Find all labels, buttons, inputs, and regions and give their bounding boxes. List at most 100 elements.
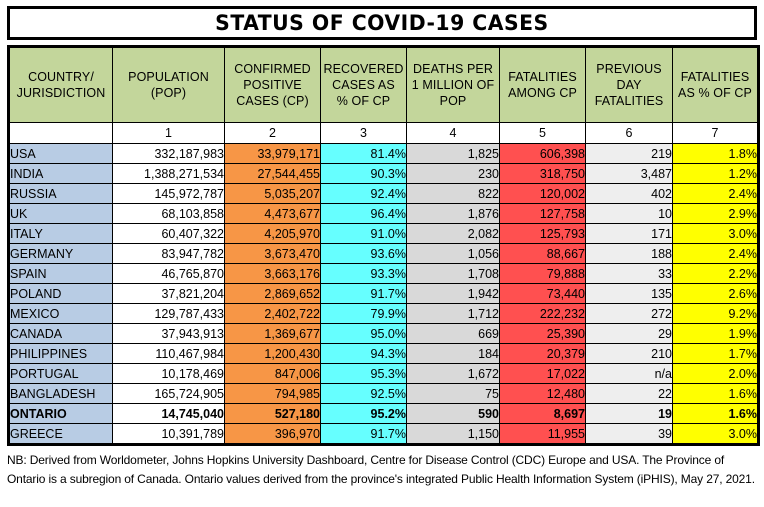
cell-previous-day-fatalities: 402 xyxy=(585,183,673,204)
cell-population: 1,388,271,534 xyxy=(112,163,225,184)
cell-recovered-pct: 79.9% xyxy=(320,303,407,324)
cell-previous-day-fatalities: 22 xyxy=(585,383,673,404)
cell-previous-day-fatalities: 33 xyxy=(585,263,673,284)
cell-fatalities-pct: 3.0% xyxy=(672,223,759,244)
column-header-population: POPULATION (POP) xyxy=(112,46,225,123)
table-row: ONTARIO 14,745,040 527,180 95.2% 590 8,697 19 1… xyxy=(8,403,759,424)
cell-previous-day-fatalities: 210 xyxy=(585,343,673,364)
table-row: INDIA 1,388,271,534 27,544,455 90.3% 230 318,… xyxy=(8,163,759,184)
header-line: % OF CP xyxy=(336,94,391,108)
cell-population: 60,407,322 xyxy=(112,223,225,244)
column-number-cell: 6 xyxy=(585,122,673,144)
cell-confirmed-positive-cases: 2,869,652 xyxy=(224,283,321,304)
cell-fatalities: 79,888 xyxy=(499,263,586,284)
cell-population: 37,821,204 xyxy=(112,283,225,304)
cell-deaths-per-million: 75 xyxy=(406,383,500,404)
column-header-previous-day: PREVIOUS DAY FATALITIES xyxy=(585,46,673,123)
cell-fatalities-pct: 3.0% xyxy=(672,423,759,445)
cell-confirmed-positive-cases: 3,663,176 xyxy=(224,263,321,284)
cell-previous-day-fatalities: 10 xyxy=(585,203,673,224)
cell-previous-day-fatalities: 272 xyxy=(585,303,673,324)
cell-population: 110,467,984 xyxy=(112,343,225,364)
table-head: COUNTRY/ JURISDICTION POPULATION (POP) C… xyxy=(8,46,759,144)
cell-recovered-pct: 81.4% xyxy=(320,143,407,164)
cell-country: ONTARIO xyxy=(8,403,113,424)
table-row: MEXICO 129,787,433 2,402,722 79.9% 1,712 222,… xyxy=(8,303,759,324)
cell-population: 68,103,858 xyxy=(112,203,225,224)
table-row: UK 68,103,858 4,473,677 96.4% 1,876 127,758 10… xyxy=(8,203,759,224)
cell-recovered-pct: 92.5% xyxy=(320,383,407,404)
cell-recovered-pct: 95.2% xyxy=(320,403,407,424)
cell-fatalities-pct: 2.4% xyxy=(672,183,759,204)
cell-population: 14,745,040 xyxy=(112,403,225,424)
cell-fatalities: 12,480 xyxy=(499,383,586,404)
page-title: STATUS OF COVID-19 CASES xyxy=(215,11,549,35)
cell-confirmed-positive-cases: 5,035,207 xyxy=(224,183,321,204)
cell-recovered-pct: 91.7% xyxy=(320,283,407,304)
table-row: GREECE 10,391,789 396,970 91.7% 1,150 11,955 3… xyxy=(8,423,759,445)
header-line: FATALITIES xyxy=(680,70,750,84)
cell-population: 10,391,789 xyxy=(112,423,225,445)
header-line: PREVIOUS xyxy=(596,62,662,76)
header-line: AS % OF CP xyxy=(678,86,752,100)
cell-fatalities: 127,758 xyxy=(499,203,586,224)
cell-confirmed-positive-cases: 2,402,722 xyxy=(224,303,321,324)
table-row: GERMANY 83,947,782 3,673,470 93.6% 1,056 88,6… xyxy=(8,243,759,264)
cell-recovered-pct: 91.0% xyxy=(320,223,407,244)
cell-deaths-per-million: 1,708 xyxy=(406,263,500,284)
cell-population: 145,972,787 xyxy=(112,183,225,204)
column-number-cell: 7 xyxy=(672,122,759,144)
cell-confirmed-positive-cases: 4,473,677 xyxy=(224,203,321,224)
cell-fatalities: 73,440 xyxy=(499,283,586,304)
cell-recovered-pct: 94.3% xyxy=(320,343,407,364)
cell-fatalities: 11,955 xyxy=(499,423,586,445)
cell-recovered-pct: 91.7% xyxy=(320,423,407,445)
column-header-recovered: RECOVERED CASES AS % OF CP xyxy=(320,46,407,123)
cell-recovered-pct: 95.0% xyxy=(320,323,407,344)
table-row: CANADA 37,943,913 1,369,677 95.0% 669 25,390 2… xyxy=(8,323,759,344)
cell-deaths-per-million: 1,825 xyxy=(406,143,500,164)
cell-fatalities-pct: 1.6% xyxy=(672,403,759,424)
column-header-confirmed: CONFIRMED POSITIVE CASES (CP) xyxy=(224,46,321,123)
cell-fatalities: 8,697 xyxy=(499,403,586,424)
cell-deaths-per-million: 2,082 xyxy=(406,223,500,244)
cell-population: 129,787,433 xyxy=(112,303,225,324)
cell-deaths-per-million: 590 xyxy=(406,403,500,424)
cell-population: 46,765,870 xyxy=(112,263,225,284)
column-number-cell: 2 xyxy=(224,122,321,144)
cell-population: 37,943,913 xyxy=(112,323,225,344)
header-line: CASES AS xyxy=(332,78,395,92)
column-number-cell xyxy=(8,122,113,144)
table-body: USA 332,187,983 33,979,171 81.4% 1,825 606,39… xyxy=(8,143,759,445)
cell-fatalities: 222,232 xyxy=(499,303,586,324)
cell-fatalities-pct: 2.2% xyxy=(672,263,759,284)
header-row: COUNTRY/ JURISDICTION POPULATION (POP) C… xyxy=(8,46,759,123)
cell-deaths-per-million: 184 xyxy=(406,343,500,364)
cell-recovered-pct: 96.4% xyxy=(320,203,407,224)
cell-country: GERMANY xyxy=(8,243,113,264)
cell-population: 83,947,782 xyxy=(112,243,225,264)
cell-deaths-per-million: 230 xyxy=(406,163,500,184)
column-header-fatalities: FATALITIES AMONG CP xyxy=(499,46,586,123)
header-line: RECOVERED xyxy=(323,62,404,76)
cell-deaths-per-million: 1,150 xyxy=(406,423,500,445)
table-row: RUSSIA 145,972,787 5,035,207 92.4% 822 120,00… xyxy=(8,183,759,204)
cell-fatalities-pct: 1.9% xyxy=(672,323,759,344)
cell-fatalities-pct: 1.8% xyxy=(672,143,759,164)
cell-deaths-per-million: 669 xyxy=(406,323,500,344)
cell-country: UK xyxy=(8,203,113,224)
cell-fatalities: 20,379 xyxy=(499,343,586,364)
cell-recovered-pct: 90.3% xyxy=(320,163,407,184)
column-number-cell: 1 xyxy=(112,122,225,144)
table-row: SPAIN 46,765,870 3,663,176 93.3% 1,708 79,888… xyxy=(8,263,759,284)
table-row: PHILIPPINES 110,467,984 1,200,430 94.3% 184 2… xyxy=(8,343,759,364)
cell-confirmed-positive-cases: 794,985 xyxy=(224,383,321,404)
header-line: POPULATION xyxy=(128,70,209,84)
cell-fatalities-pct: 2.4% xyxy=(672,243,759,264)
cell-fatalities-pct: 2.6% xyxy=(672,283,759,304)
header-line: 1 MILLION OF xyxy=(411,78,495,92)
cell-confirmed-positive-cases: 4,205,970 xyxy=(224,223,321,244)
cell-fatalities-pct: 9.2% xyxy=(672,303,759,324)
column-number-cell: 5 xyxy=(499,122,586,144)
cell-country: USA xyxy=(8,143,113,164)
